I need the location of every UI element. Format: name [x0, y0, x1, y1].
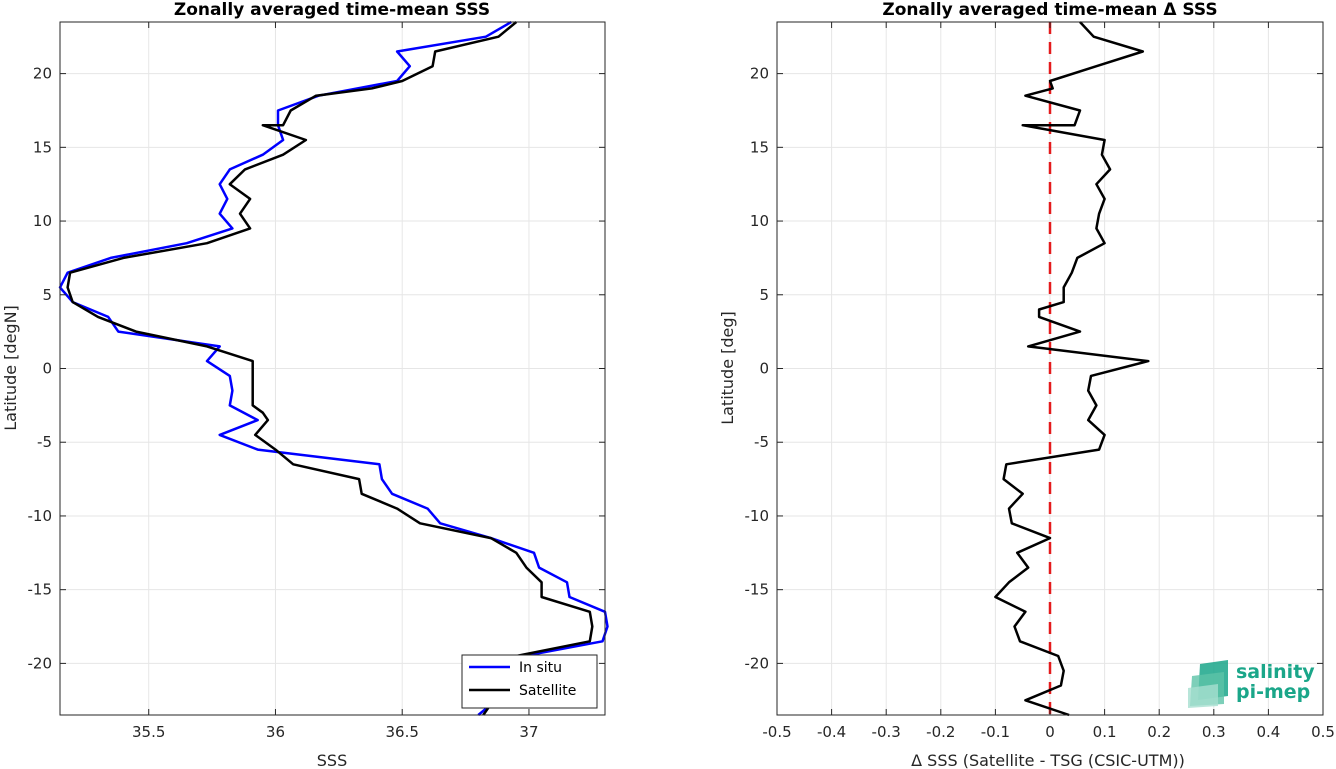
right-xtick-label: 0.1 — [1093, 723, 1117, 741]
right-ylabel: Latitude [deg] — [718, 311, 737, 425]
logo-line1: salinity — [1236, 661, 1315, 683]
right-xtick-label: -0.5 — [762, 723, 791, 741]
left-ytick-label: -15 — [28, 581, 53, 599]
right-xtick-label: -0.1 — [981, 723, 1010, 741]
legend-box — [461, 654, 598, 709]
left-ytick-label: 5 — [42, 286, 52, 304]
right-ytick-label: -20 — [745, 654, 770, 672]
right-series — [994, 21, 1150, 717]
left-xtick-label: 36 — [266, 723, 285, 741]
in-situ-series-line — [58, 20, 609, 716]
right-xtick-label: 0.5 — [1311, 723, 1335, 741]
left-series — [58, 20, 609, 716]
right-xtick-label: 0.3 — [1202, 723, 1226, 741]
satellite-series-line — [66, 21, 594, 716]
left-ytick-label: 20 — [33, 65, 52, 83]
delta-sss-panel: -0.5 -0.4 -0.3 -0.2 -0.1 0 0.1 0.2 0.3 0.4 0.5 -20 -… — [718, 0, 1335, 769]
logo-line2: pi-mep — [1236, 681, 1310, 703]
left-ytick-label: 10 — [33, 212, 52, 230]
left-xtick-label: 36.5 — [386, 723, 419, 741]
left-title: Zonally averaged time-mean SSS — [174, 0, 490, 20]
left-ytick-label: 0 — [42, 360, 52, 378]
right-ytick-label: 5 — [759, 286, 769, 304]
right-ytick-label: 15 — [750, 138, 769, 156]
left-ticks: 35.5 36 36.5 37 -20 -15 -10 -5 0 5 10 15 20 — [28, 22, 605, 741]
right-xtick-label: -0.3 — [872, 723, 901, 741]
left-xlabel: SSS — [317, 751, 347, 769]
right-xtick-label: 0.4 — [1256, 723, 1280, 741]
left-ylabel: Latitude [degN] — [1, 305, 20, 431]
legend-in-situ-label: In situ — [519, 660, 562, 676]
logo-wave-icon — [1188, 660, 1228, 708]
sss-profile-panel: 35.5 36 36.5 37 -20 -15 -10 -5 0 5 10 15 20 Zonally … — [1, 0, 609, 769]
right-xtick-label: -0.4 — [817, 723, 846, 741]
right-xtick-label: 0.2 — [1147, 723, 1171, 741]
right-title: Zonally averaged time-mean Δ SSS — [882, 0, 1217, 20]
right-ytick-label: -5 — [754, 433, 769, 451]
right-ytick-label: 10 — [750, 212, 769, 230]
right-ytick-label: -10 — [745, 507, 770, 525]
left-xtick-label: 37 — [519, 723, 538, 741]
right-xlabel: Δ SSS (Satellite - TSG (CSIC-UTM)) — [911, 751, 1185, 769]
right-ytick-label: 0 — [759, 360, 769, 378]
salinity-pi-mep-logo: salinity pi-mep — [1188, 660, 1315, 708]
left-ytick-label: -5 — [37, 433, 52, 451]
right-xtick-label: -0.2 — [926, 723, 955, 741]
legend: In situ Satellite — [461, 654, 598, 709]
left-ytick-label: -10 — [28, 507, 53, 525]
left-xtick-label: 35.5 — [132, 723, 165, 741]
delta-sss-series-line — [994, 21, 1150, 717]
right-ticks: -0.5 -0.4 -0.3 -0.2 -0.1 0 0.1 0.2 0.3 0.4 0.5 -20 -… — [745, 22, 1335, 741]
right-xtick-label: 0 — [1045, 723, 1055, 741]
left-grid — [60, 22, 605, 715]
legend-satellite-label: Satellite — [519, 683, 576, 699]
right-ytick-label: -15 — [745, 581, 770, 599]
left-ytick-label: -20 — [28, 654, 53, 672]
left-ytick-label: 15 — [33, 138, 52, 156]
right-ytick-label: 20 — [750, 65, 769, 83]
